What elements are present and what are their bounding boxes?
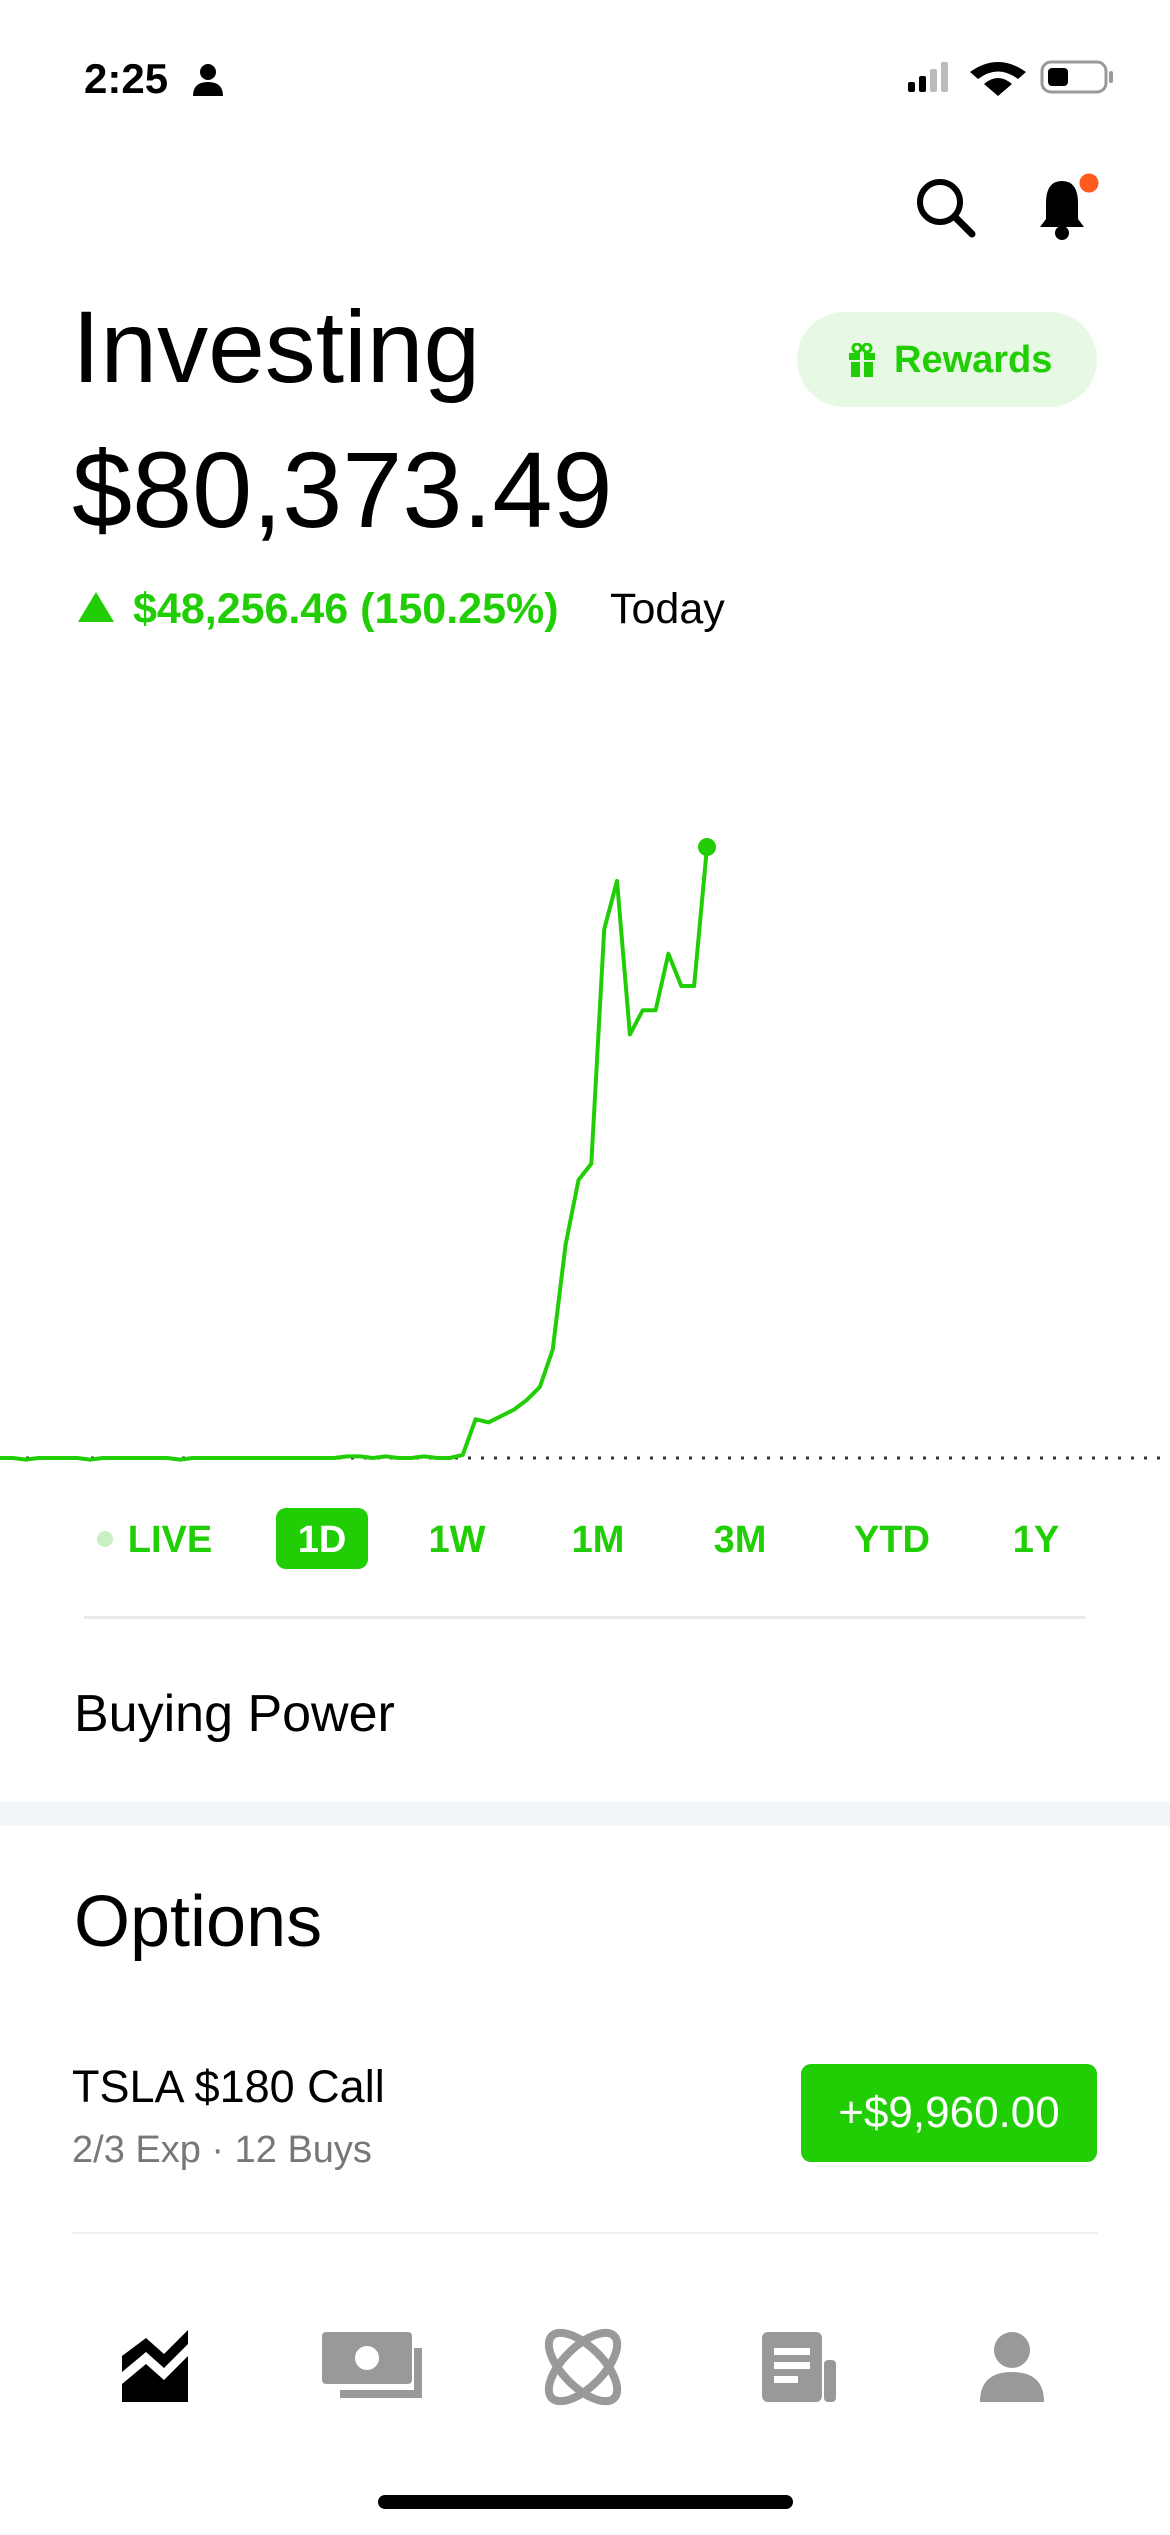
status-icons: [908, 60, 1113, 96]
search-button[interactable]: [910, 172, 980, 242]
range-option[interactable]: 1W: [428, 1519, 486, 1561]
tab-investing[interactable]: [122, 2330, 188, 2402]
status-time: 2:25: [84, 55, 169, 102]
tab-account[interactable]: [980, 2332, 1044, 2402]
notifications-button[interactable]: [1030, 165, 1110, 245]
option-name: TSLA $180 Call: [72, 2061, 385, 2112]
range-option[interactable]: YTD: [854, 1519, 930, 1561]
home-indicator: [378, 2495, 793, 2509]
portfolio-chart: [0, 838, 1170, 1462]
page-title: Investing: [72, 290, 481, 404]
section-gap: [0, 1802, 1170, 1826]
current-point: [698, 838, 716, 856]
active-range-pill: [276, 1508, 368, 1569]
options-title: Options: [74, 1882, 323, 1962]
user-icon: [193, 64, 223, 96]
row-separator: [72, 2232, 1098, 2234]
gift-icon: [849, 343, 875, 377]
tab-crypto[interactable]: [538, 2322, 629, 2413]
live-dot: [97, 1531, 113, 1547]
range-option[interactable]: 1D: [297, 1519, 347, 1561]
range-option[interactable]: LIVE: [127, 1519, 213, 1561]
up-arrow: [78, 592, 114, 622]
tab-bar: [122, 2322, 1044, 2413]
tab-news[interactable]: [762, 2332, 836, 2402]
rewards-label: Rewards: [894, 339, 1053, 381]
range-option[interactable]: 1M: [571, 1519, 625, 1561]
change-period: Today: [610, 585, 725, 633]
rewards-button[interactable]: Rewards: [797, 312, 1097, 407]
portfolio-line: [0, 846, 709, 1462]
option-detail: 2/3 Exp · 12 Buys: [72, 2129, 372, 2171]
divider: [84, 1616, 1086, 1619]
tab-cash[interactable]: [322, 2332, 422, 2398]
range-option[interactable]: 1Y: [1012, 1519, 1060, 1561]
buying-power-label[interactable]: Buying Power: [74, 1685, 395, 1743]
option-change: +$9,960.00: [838, 2088, 1060, 2137]
portfolio-value: $80,373.49: [72, 429, 613, 550]
portfolio-change: $48,256.46 (150.25%): [133, 585, 559, 633]
option-row[interactable]: TSLA $180 Call 2/3 Exp · 12 Buys +$9,960…: [0, 2040, 1170, 2190]
option-change-button[interactable]: +$9,960.00: [801, 2064, 1097, 2162]
range-option[interactable]: 3M: [713, 1519, 767, 1561]
